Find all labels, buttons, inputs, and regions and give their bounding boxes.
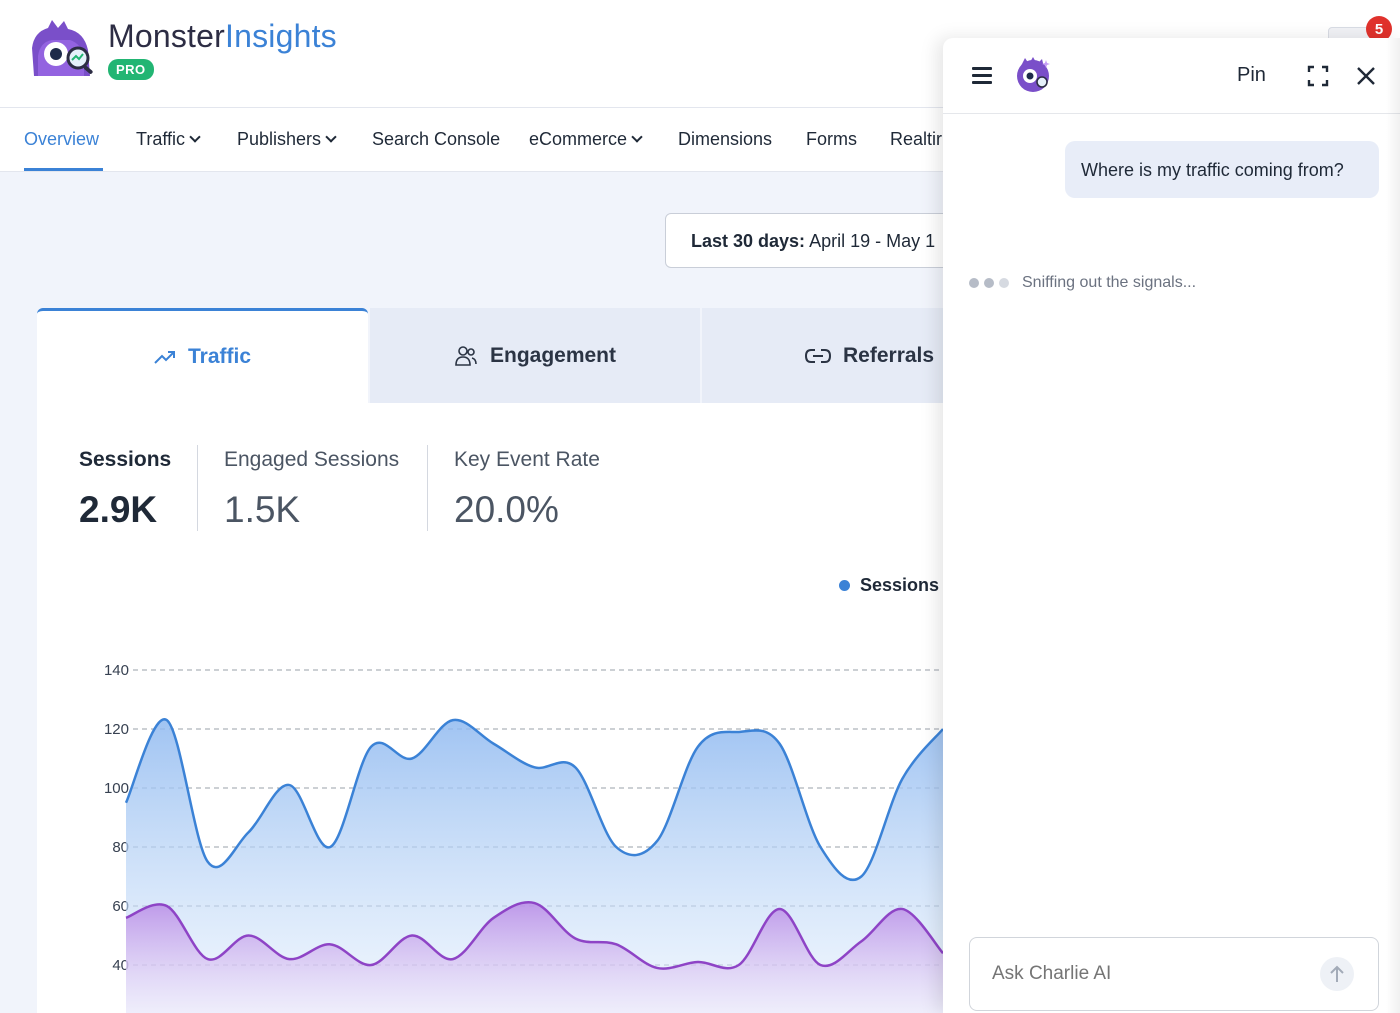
sessions-area-chart: 40 60 80 100 120 140 [104, 662, 943, 1013]
pro-badge: PRO [108, 59, 154, 80]
charlie-avatar-icon [1017, 57, 1050, 92]
brand-name-part1: Monster [108, 18, 225, 54]
nav-item-forms[interactable]: Forms [806, 129, 857, 149]
typing-dot [999, 278, 1009, 288]
ask-charlie-input[interactable] [992, 963, 1292, 985]
nav-item-ecommerce[interactable]: eCommerce [529, 129, 643, 150]
nav-item-realtime[interactable]: Realtir [890, 129, 943, 149]
chevron-down-icon [631, 131, 643, 143]
users-icon [454, 344, 478, 368]
metric-engaged-sessions[interactable]: Engaged Sessions 1.5K [224, 448, 399, 531]
ask-charlie-box [969, 937, 1379, 1011]
y-tick-label: 60 [112, 898, 129, 915]
panel-edge-shadow [1386, 38, 1400, 1013]
trending-up-icon [154, 349, 176, 365]
sessions-series-line[interactable] [124, 718, 943, 882]
tab-traffic-label: Traffic [187, 345, 252, 368]
pin-button[interactable]: Pin [1237, 64, 1266, 86]
typing-indicator: Sniffing out the signals... [969, 274, 1196, 292]
tab-engagement-label: Engagement [489, 343, 617, 367]
metric-key-event-rate[interactable]: Key Event Rate 20.0% [454, 448, 600, 531]
chevron-down-icon [325, 131, 337, 143]
charlie-ai-panel: Pin Where is my traffic coming from? Sni… [943, 38, 1400, 1013]
y-tick-label: 80 [112, 839, 129, 856]
link-icon [805, 348, 831, 364]
metric-value: 2.9K [79, 489, 158, 530]
nav-item-traffic-label: Traffic [136, 129, 186, 149]
metric-sessions[interactable]: Sessions 2.9K [79, 448, 171, 531]
metric-value: 20.0% [454, 489, 559, 530]
date-range-value: April 19 - May 1 [805, 231, 936, 251]
secondary-series-area [126, 902, 943, 1013]
date-range-picker[interactable]: Last 30 days: April 19 - May 1 [665, 213, 985, 268]
panel-header: Pin [943, 38, 1400, 114]
tab-traffic[interactable]: Traffic [37, 308, 368, 403]
date-range-prefix: Last 30 days: [691, 231, 806, 251]
metric-label: Engaged Sessions [224, 448, 400, 471]
traffic-card: Sessions 2.9K Engaged Sessions 1.5K Key … [37, 403, 943, 1013]
nav-item-publishers-label: Publishers [237, 129, 322, 149]
tab-engagement[interactable]: Engagement [370, 308, 700, 403]
typing-dot [984, 278, 994, 288]
nav-item-dimensions[interactable]: Dimensions [678, 129, 773, 149]
nav-item-search-console[interactable]: Search Console [372, 129, 501, 149]
typing-dot [969, 278, 979, 288]
metric-divider [427, 445, 428, 531]
tab-referrals-label: Referrals [843, 343, 935, 367]
y-tick-label: 120 [104, 721, 129, 738]
chevron-down-icon [189, 131, 201, 143]
chart-legend-sessions[interactable]: Sessions [839, 575, 939, 596]
nav-item-traffic[interactable]: Traffic [136, 129, 201, 150]
brand-name: MonsterInsights [108, 18, 337, 55]
typing-text: Sniffing out the signals... [1022, 274, 1197, 291]
metric-label: Sessions [79, 448, 172, 471]
close-icon[interactable] [1355, 65, 1377, 87]
notification-count-badge[interactable]: 5 [1366, 16, 1392, 42]
expand-icon[interactable] [1307, 65, 1329, 87]
y-tick-label: 100 [104, 780, 129, 797]
nav-item-overview[interactable]: Overview [24, 129, 100, 149]
user-message-bubble: Where is my traffic coming from? [1065, 141, 1379, 198]
arrow-up-icon [1330, 965, 1344, 982]
send-button[interactable] [1320, 957, 1354, 991]
secondary-series-line[interactable] [125, 901, 943, 970]
brand-name-part2: Insights [225, 18, 337, 54]
metric-label: Key Event Rate [454, 448, 600, 471]
nav-item-publishers[interactable]: Publishers [237, 129, 337, 150]
legend-label: Sessions [860, 575, 940, 595]
legend-dot [839, 580, 850, 591]
report-tabs: Traffic Engagement Referrals [37, 308, 943, 403]
nav-active-underline [24, 168, 103, 171]
monster-logo-icon [32, 20, 93, 76]
menu-icon[interactable] [972, 67, 992, 84]
y-tick-label: 40 [112, 957, 129, 974]
sessions-series-area [126, 719, 943, 1013]
metric-divider [197, 445, 198, 531]
tab-referrals[interactable]: Referrals [702, 308, 943, 403]
metric-value: 1.5K [224, 489, 301, 530]
y-tick-label: 140 [104, 662, 129, 679]
nav-item-ecommerce-label: eCommerce [529, 129, 628, 149]
